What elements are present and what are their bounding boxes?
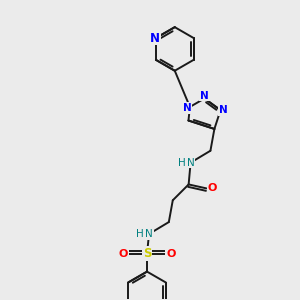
Text: N: N: [183, 103, 191, 113]
Text: N: N: [200, 91, 209, 100]
Text: N: N: [150, 32, 160, 44]
Text: O: O: [118, 249, 128, 259]
Text: O: O: [166, 249, 176, 259]
Text: N: N: [219, 105, 228, 115]
Text: O: O: [208, 183, 217, 194]
Text: S: S: [143, 247, 151, 260]
Text: H: H: [136, 229, 144, 239]
Text: N: N: [187, 158, 194, 168]
Text: N: N: [145, 229, 153, 239]
Text: H: H: [178, 158, 186, 168]
